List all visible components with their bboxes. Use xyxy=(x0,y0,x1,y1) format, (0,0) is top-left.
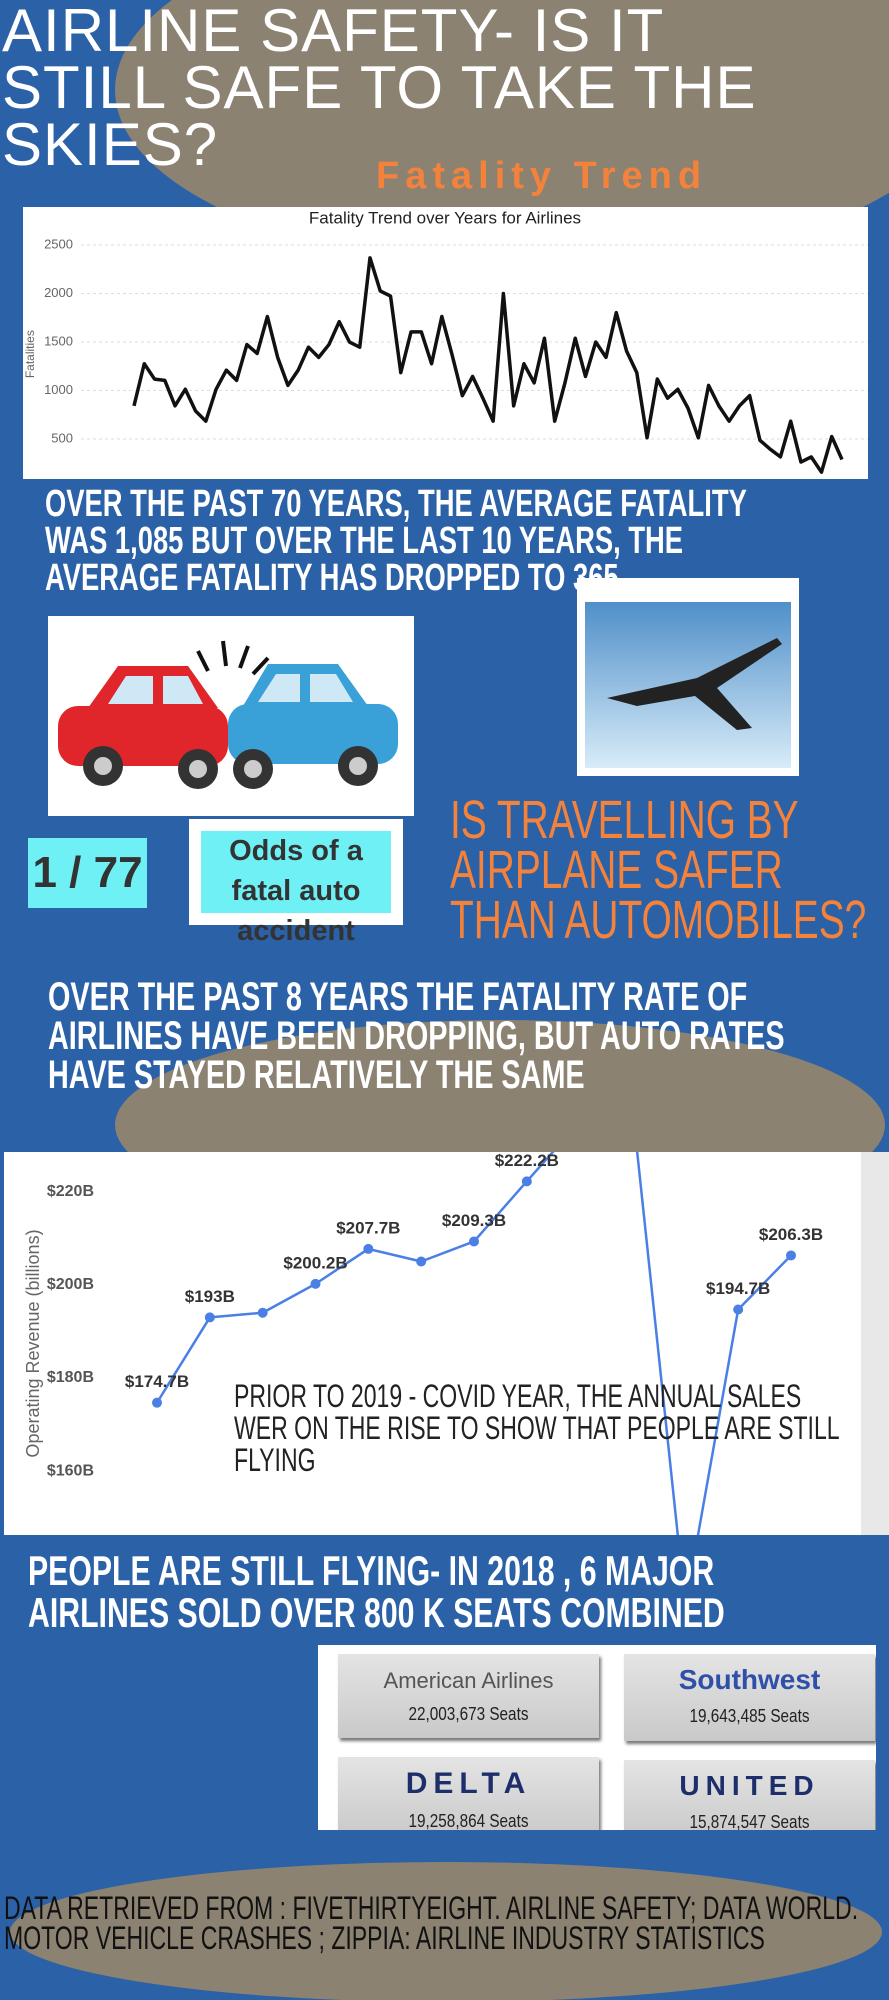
airplane-image xyxy=(577,578,799,776)
airline-seats: 15,874,547 Seats xyxy=(689,1812,810,1830)
fatality-chart: Fatality Trend over Years for Airlines Fa… xyxy=(23,207,868,479)
data-point xyxy=(786,1250,796,1261)
airline-name: Southwest xyxy=(678,1664,821,1695)
data-point xyxy=(257,1307,268,1318)
y-tick-label: 2500 xyxy=(44,236,73,251)
y-tick-label: $160B xyxy=(47,1462,94,1479)
data-point xyxy=(152,1397,162,1408)
value-label: $209.3B xyxy=(442,1211,506,1230)
value-label: $207.7B xyxy=(336,1218,400,1237)
subtitle: Fatality Trend xyxy=(376,155,708,197)
data-point xyxy=(310,1278,321,1289)
data-point xyxy=(204,1312,215,1323)
airline-name: American Airlines xyxy=(383,1668,554,1693)
value-label: $193B xyxy=(185,1287,235,1306)
airline-seats: 22,003,673 Seats xyxy=(408,1704,529,1724)
y-tick-label: $200B xyxy=(47,1276,94,1293)
comparison-note: OVER THE PAST 8 YEARS THE FATALITY RATE … xyxy=(48,975,785,1097)
fatality-note: OVER THE PAST 70 YEARS, THE AVERAGE FATA… xyxy=(45,483,747,599)
source: DATA RETRIEVED FROM : FIVETHIRTYEIGHT. A… xyxy=(4,1890,859,1956)
y-tick-label: 500 xyxy=(51,430,73,445)
data-point xyxy=(733,1304,744,1315)
title: AIRLINE SAFETY- IS IT STILL SAFE TO TAKE… xyxy=(2,0,757,178)
y-tick-label: 1500 xyxy=(44,333,73,348)
flying-note: PEOPLE ARE STILL FLYING- IN 2018 , 6 MAJ… xyxy=(28,1547,725,1636)
value-label: $222.2B xyxy=(495,1152,559,1170)
odds-value: 1 / 77 xyxy=(28,838,147,908)
y-tick-label: 2000 xyxy=(44,285,73,300)
airline-name: UNITED xyxy=(679,1770,820,1801)
data-point xyxy=(521,1176,532,1187)
data-point xyxy=(416,1256,427,1267)
revenue-chart: Operating Revenue (billions)$160B $180B $2… xyxy=(4,1152,861,1535)
odds-label: Odds of a fatal auto accident xyxy=(201,831,391,947)
value-label: $174.7B xyxy=(125,1372,189,1391)
airline-name: DELTA xyxy=(405,1767,532,1800)
value-label: $194.7B xyxy=(706,1279,770,1298)
airline-seats: 19,643,485 Seats xyxy=(689,1706,810,1726)
car-crash-image xyxy=(48,616,414,816)
data-point xyxy=(469,1236,479,1247)
value-label: $200.2B xyxy=(283,1253,347,1272)
y-axis-label: Operating Revenue (billions) xyxy=(23,1229,43,1457)
airline-panel: American Airlines 22,003,673 Seats Southw… xyxy=(318,1645,876,1830)
y-tick-label: $220B xyxy=(47,1183,94,1200)
airline-seats: 19,258,864 Seats xyxy=(408,1811,529,1830)
bottom-ellipse xyxy=(10,1862,882,2000)
chart-annotation: PRIOR TO 2019 - COVID YEAR, THE ANNUAL S… xyxy=(234,1378,839,1478)
question: IS TRAVELLING BY AIRPLANE SAFER THAN AUT… xyxy=(450,790,867,950)
y-tick-label: 1000 xyxy=(44,382,73,397)
top-ellipse xyxy=(115,0,889,270)
chart-title: Fatality Trend over Years for Airlines xyxy=(309,208,581,227)
data-point xyxy=(363,1243,374,1254)
value-label: $206.3B xyxy=(759,1225,823,1244)
y-axis-label: Fatalities xyxy=(23,330,37,378)
data-line xyxy=(132,256,844,474)
y-tick-label: $180B xyxy=(47,1369,94,1386)
